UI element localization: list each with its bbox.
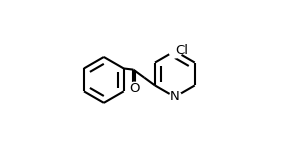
Text: N: N	[170, 90, 180, 103]
Text: Cl: Cl	[175, 44, 189, 57]
Text: O: O	[129, 82, 140, 95]
